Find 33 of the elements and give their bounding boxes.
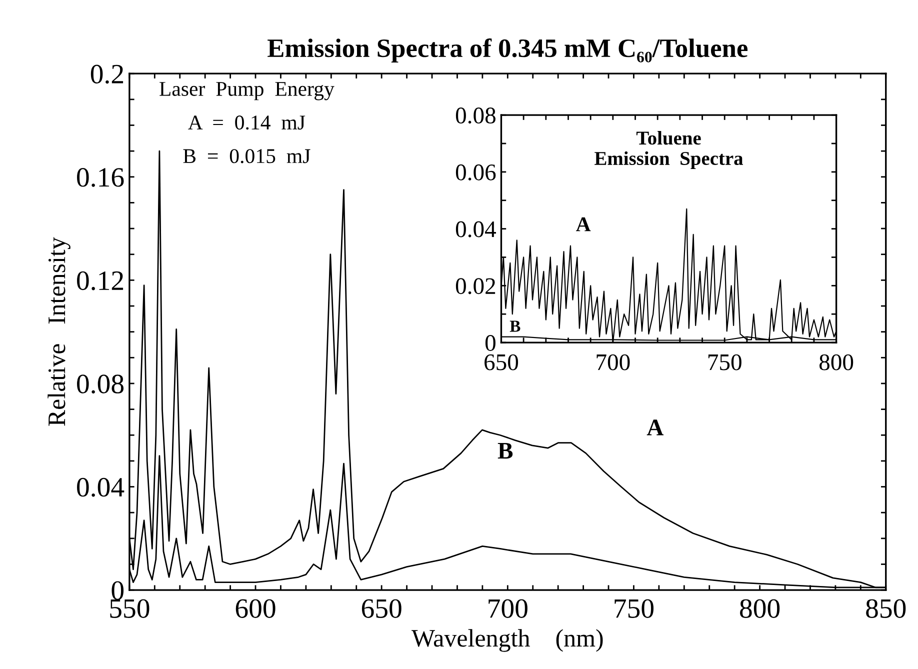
x-axis-title: Wavelength (nm) (411, 629, 603, 652)
annotation: Laser Pump Energy (160, 82, 334, 100)
annotation: B = 0.015 mJ (183, 149, 310, 164)
text: Toluene Emission Spectra (594, 130, 744, 169)
y-tick-label: 0 (112, 581, 124, 600)
x-tick-label: 800 (740, 599, 780, 618)
y-tick-label: 0.16 (77, 168, 124, 187)
chart-title: Emission Spectra of 0.345 mM C₆₀/Toluene (268, 38, 748, 63)
x-tick-label: 700 (488, 599, 528, 618)
x-tick-label: 550 (110, 599, 150, 618)
y-tick-label: 0.02 (456, 278, 496, 294)
x-tick-label: 750 (614, 599, 654, 618)
y-tick-label: 0.12 (77, 271, 124, 290)
annotation: B (510, 320, 520, 332)
annotation: B (498, 443, 513, 459)
x-tick-label: 650 (484, 354, 518, 370)
x-tick-label: 600 (236, 599, 276, 618)
x-tick-label: 850 (866, 599, 906, 618)
x-tick-label: 750 (708, 354, 742, 370)
y-tick-label: 0.06 (456, 164, 496, 180)
y-tick-label: 0.04 (456, 221, 496, 238)
y-tick-label: 0.04 (77, 478, 124, 497)
annotation: A = 0.14 mJ (188, 116, 306, 130)
y-tick-label: 0 (485, 335, 496, 351)
y-tick-label: 0.08 (456, 108, 496, 124)
y-axis-title: Relative Intensity (48, 237, 70, 426)
annotation: A (646, 420, 664, 436)
x-tick-label: 700 (596, 354, 630, 370)
y-tick-label: 0.2 (90, 64, 124, 84)
y-tick-label: 0.08 (77, 374, 124, 394)
annotation: A (576, 217, 591, 232)
x-tick-label: 650 (362, 599, 402, 618)
x-tick-label: 800 (819, 354, 854, 370)
